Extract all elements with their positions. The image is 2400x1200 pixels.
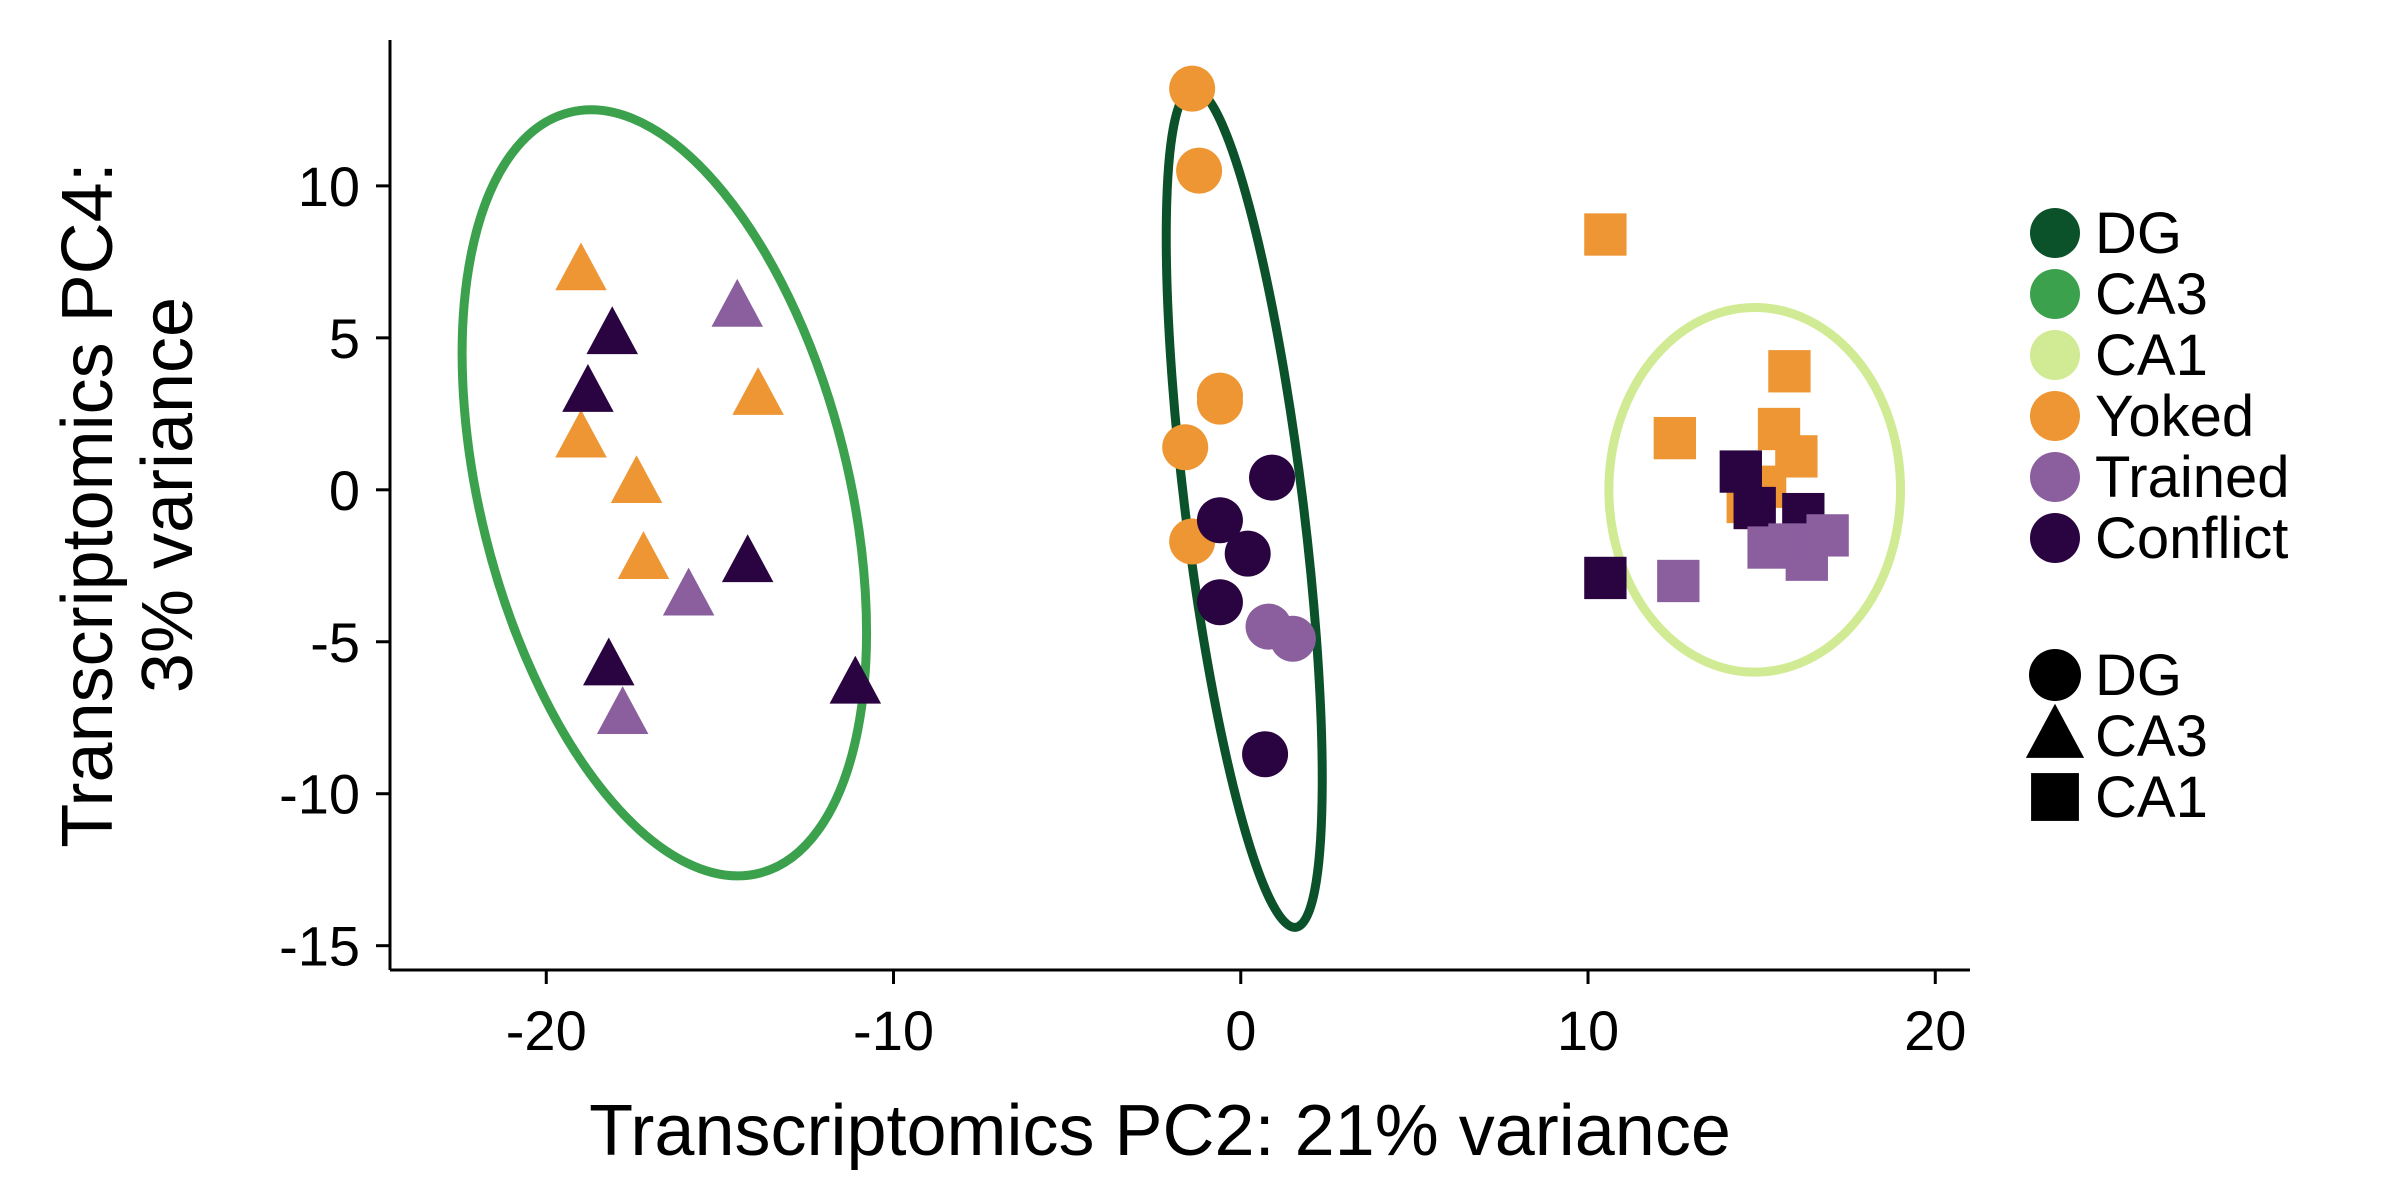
x-tick-label: -10 (853, 999, 934, 1062)
point-trained-triangle (662, 567, 715, 616)
y-axis-title-line-2: 3% variance (128, 297, 208, 693)
y-tick-label: 5 (329, 307, 360, 370)
point-conflict-triangle (586, 306, 639, 355)
axis-ticks: -20 -10 0 10 20 10 5 0 -5 -10 -15 (279, 155, 1966, 1062)
point-conflict-square (1733, 486, 1776, 530)
x-tick-label: 0 (1225, 999, 1256, 1062)
point-yoked-circle (1162, 424, 1209, 471)
legend-shape-circle (2029, 649, 2081, 701)
legend-shape-label-ca1: CA1 (2095, 765, 2208, 830)
point-yoked-triangle (555, 242, 607, 291)
legend-shape-square (2031, 773, 2079, 821)
y-tick-label: -15 (279, 915, 360, 978)
point-yoked-triangle (732, 367, 784, 415)
point-yoked-triangle (555, 409, 607, 458)
point-yoked-circle (1169, 65, 1216, 112)
axes (388, 40, 1970, 972)
point-conflict-triangle (829, 655, 882, 704)
y-tick-label: 10 (298, 155, 360, 218)
point-yoked-circle (1176, 147, 1223, 194)
point-trained-circle (1269, 615, 1316, 662)
point-trained-square (1806, 514, 1849, 557)
legend-label-ca1: CA1 (2095, 323, 2208, 388)
legend-shape-triangle (2025, 703, 2085, 758)
legend-label-conflict: Conflict (2095, 506, 2288, 571)
point-yoked-square (1653, 416, 1696, 460)
legend-label-trained: Trained (2095, 445, 2290, 510)
point-conflict-triangle (583, 637, 635, 686)
legend-swatch-conflict (2030, 513, 2080, 563)
point-conflict-square (1584, 556, 1627, 600)
legend-swatch-ca1 (2030, 330, 2080, 380)
legend-shape-label-ca3: CA3 (2095, 704, 2208, 769)
legend-label-dg: DG (2095, 201, 2182, 266)
point-conflict-circle (1196, 497, 1243, 544)
point-yoked-square (1584, 213, 1627, 256)
ellipse-ca3 (457, 105, 872, 881)
legend-shape-label-dg: DG (2095, 643, 2182, 708)
point-trained-triangle (596, 686, 649, 735)
point-trained-square (1657, 559, 1700, 603)
point-yoked-triangle (610, 455, 663, 504)
legend-swatch-dg (2030, 208, 2080, 258)
point-conflict-circle (1196, 579, 1243, 626)
x-tick-label: 10 (1557, 999, 1619, 1062)
y-axis-title: Transcriptomics PC4: 3% variance (48, 142, 208, 848)
ellipse-ca1 (1604, 302, 1906, 677)
point-yoked-triangle (617, 531, 670, 580)
x-axis-title: Transcriptomics PC2: 21% variance (589, 1091, 1731, 1171)
y-tick-label: -10 (279, 763, 360, 826)
legend-swatch-yoked (2030, 391, 2080, 441)
x-tick-label: -20 (506, 999, 587, 1062)
x-tick-label: 20 (1904, 999, 1966, 1062)
point-conflict-triangle (721, 534, 774, 583)
y-tick-label: 0 (329, 459, 360, 522)
y-axis-title-line-1: Transcriptomics PC4: (48, 162, 128, 847)
data-points (555, 65, 1849, 778)
point-yoked-circle (1196, 378, 1243, 425)
legend-label-ca3: CA3 (2095, 262, 2208, 327)
legend-swatch-trained (2030, 452, 2080, 502)
ellipse-dg (1161, 84, 1327, 932)
point-conflict-circle (1224, 530, 1271, 577)
y-tick-label: -5 (310, 611, 360, 674)
point-trained-triangle (711, 278, 764, 327)
legend-label-yoked: Yoked (2095, 384, 2254, 449)
point-conflict-square (1719, 450, 1762, 493)
point-conflict-circle (1242, 731, 1289, 778)
point-conflict-circle (1249, 454, 1296, 501)
point-conflict-triangle (562, 364, 614, 412)
point-yoked-square (1768, 350, 1811, 393)
legend-swatch-ca3 (2030, 269, 2080, 319)
